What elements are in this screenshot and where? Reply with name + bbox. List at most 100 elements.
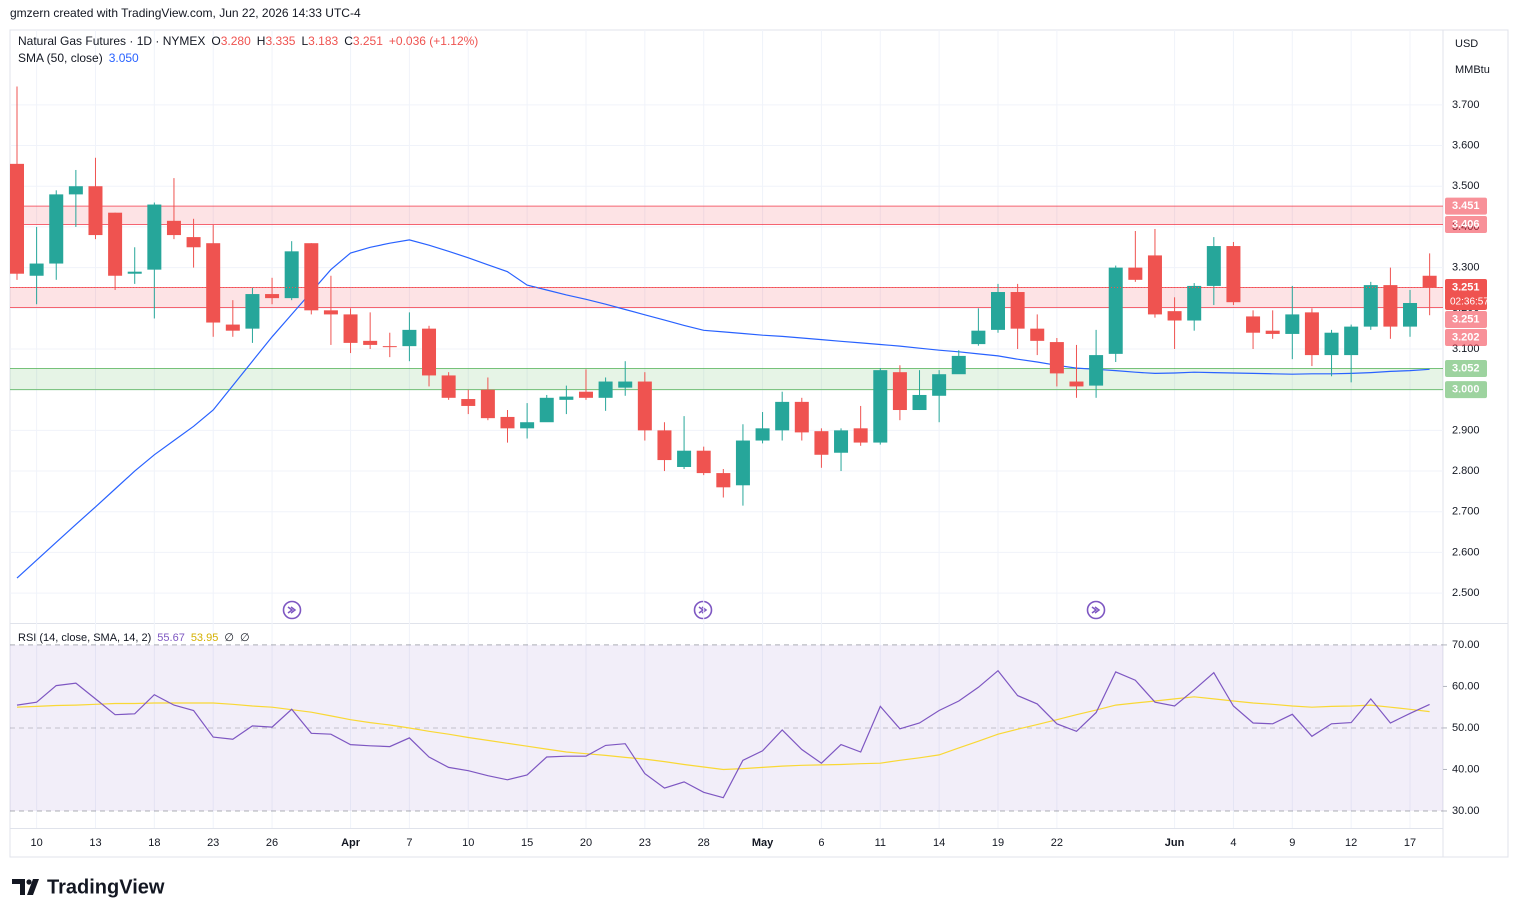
y-tick-label: 60.00: [1452, 680, 1480, 692]
price-label-bg: [1445, 215, 1487, 233]
candle-body: [598, 381, 613, 398]
candle-body: [1226, 246, 1241, 303]
candle-body: [1246, 316, 1261, 333]
y-tick-label: 2.600: [1452, 546, 1480, 558]
chart-frame: [9, 29, 1509, 858]
candle-body: [323, 310, 338, 315]
candle-body: [1010, 292, 1025, 329]
ohlc-value: 3.335: [265, 34, 295, 48]
candle-body: [10, 163, 24, 274]
price-label: 3.406: [1452, 218, 1480, 230]
candle-body: [1049, 342, 1064, 374]
legend-item: 53.95: [191, 632, 219, 644]
candle-body: [422, 328, 437, 376]
price-label: 3.202: [1452, 331, 1480, 343]
candle-body: [539, 397, 554, 423]
sma-legend: SMA (50, close) 3.050: [18, 51, 139, 65]
candle-body: [245, 294, 260, 329]
sma-name: SMA (50, close): [18, 51, 103, 65]
ohlc-key: O: [211, 34, 220, 48]
candle-body: [402, 329, 417, 347]
x-tick-label: Apr: [341, 837, 361, 849]
event-marker[interactable]: [282, 600, 302, 620]
event-markers[interactable]: [282, 600, 1106, 620]
x-tick-label: 11: [875, 837, 886, 849]
x-tick-label: 7: [406, 837, 412, 849]
x-tick-label: 17: [1404, 837, 1416, 849]
x-tick-label: 13: [89, 837, 101, 849]
candle-body: [1285, 314, 1300, 334]
candle-body: [88, 186, 103, 236]
price-label: 3.451: [1452, 200, 1480, 212]
candle-body: [1187, 285, 1202, 321]
candle-body: [265, 294, 280, 299]
sma-value: 3.050: [109, 51, 139, 65]
candle-body: [441, 375, 456, 398]
legend-item: ∅: [240, 632, 250, 644]
candle-body: [578, 391, 593, 398]
x-tick-label: 12: [1345, 837, 1357, 849]
rsi-legend: RSI (14, close, SMA, 14, 2) 55.67 53.95 ∅ ∅: [18, 632, 250, 644]
candle-body: [461, 399, 476, 406]
zone: [10, 368, 1443, 390]
price-label: 3.251: [1452, 281, 1480, 293]
price-label: 3.251: [1452, 313, 1480, 325]
candle-body: [1069, 381, 1084, 387]
candle-body: [1403, 303, 1418, 327]
candle-body: [637, 381, 652, 431]
event-marker[interactable]: [1086, 600, 1106, 620]
candle-body: [500, 416, 515, 429]
x-tick-label: 6: [818, 837, 824, 849]
price-label-bg: [1445, 329, 1487, 347]
logo: TradingView: [12, 876, 165, 898]
y-tick-label: 3.300: [1452, 262, 1480, 274]
x-tick-label: 23: [207, 837, 219, 849]
candle-body: [873, 370, 888, 443]
currency: USD: [1455, 38, 1478, 50]
x-tick-label: 22: [1051, 837, 1063, 849]
candle-body: [1363, 285, 1378, 327]
price-label-bg: [1445, 381, 1487, 399]
logo-dot: [26, 879, 32, 885]
ohlc-value: 3.280: [221, 34, 251, 48]
candle-body: [480, 389, 495, 419]
legend-item: ∅: [224, 632, 234, 644]
x-tick-label: 28: [698, 837, 710, 849]
legend-item: 55.67: [157, 632, 185, 644]
attribution: gmzern created with TradingView.com, Jun…: [10, 6, 361, 20]
candle-body: [147, 204, 162, 270]
price-label-bg: [1445, 197, 1487, 215]
candle-body: [677, 450, 692, 467]
y-tick-label: 40.00: [1452, 763, 1480, 775]
candle-body: [755, 428, 770, 441]
zone: [10, 287, 1443, 308]
sma-line: [16, 239, 1430, 579]
x-tick-label: 19: [992, 837, 1004, 849]
price-label: 3.052: [1452, 362, 1480, 374]
ohlc-value: 3.183: [308, 34, 338, 48]
candle-body: [657, 430, 672, 461]
ohlc-key: L: [301, 34, 308, 48]
candle-body: [1422, 275, 1437, 288]
candle-body: [29, 263, 44, 276]
x-tick-label: 14: [933, 837, 945, 849]
candle-body: [1265, 330, 1280, 334]
candle-body: [1383, 285, 1398, 327]
y-tick-label: 2.700: [1452, 506, 1480, 518]
ohlc-key: H: [257, 34, 266, 48]
candle-body: [284, 251, 299, 299]
candle-body: [382, 346, 397, 348]
x-tick-label: 15: [521, 837, 533, 849]
candle-body: [775, 401, 790, 431]
x-tick-label: Jun: [1165, 837, 1185, 849]
x-tick-label: 26: [266, 837, 278, 849]
candle-body: [520, 422, 535, 429]
y-tick-label: 50.00: [1452, 722, 1480, 734]
rsi-line: [16, 669, 1430, 799]
event-marker[interactable]: [693, 600, 713, 620]
price-label-bg: [1445, 360, 1487, 378]
change: +0.036 (+1.12%): [389, 34, 478, 48]
rsi-line: [16, 696, 1430, 771]
candle-body: [814, 431, 829, 455]
